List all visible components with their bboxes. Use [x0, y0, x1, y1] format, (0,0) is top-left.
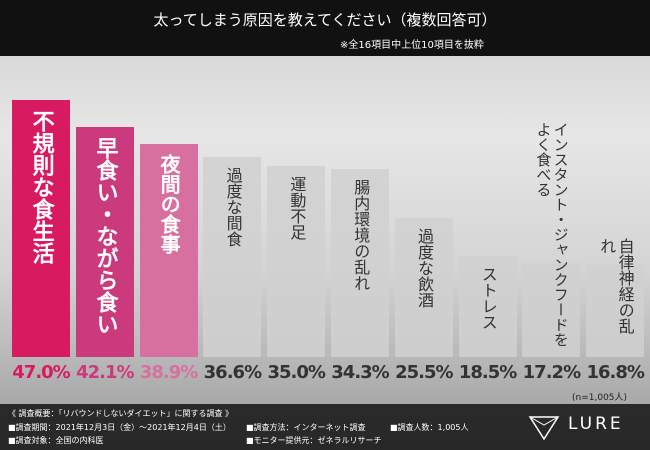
category-label: 不規則な食生活 — [28, 110, 54, 264]
logo: LURE — [568, 414, 624, 434]
value-label: 47.0% — [12, 362, 70, 383]
category-label: ストレス — [478, 265, 498, 330]
footer-item: ■調査人数：1,005人 — [390, 423, 469, 432]
bar — [267, 165, 326, 357]
value-label: 34.3% — [331, 362, 389, 383]
logo-icon — [528, 416, 560, 441]
bar — [12, 100, 70, 357]
footer-item: ■モニター提供元：ゼネラルリサーチ — [246, 436, 382, 445]
bar — [75, 126, 134, 357]
chart-subtitle: ※全16項目中上位10項目を抜粋 — [340, 40, 484, 51]
bar — [139, 144, 198, 357]
bar — [522, 262, 581, 357]
footer-heading: 《 調査概要：「リバウンドしないダイエット」に関する調査 》 — [8, 409, 234, 418]
category-label: 自律神経の乱れ — [597, 238, 635, 334]
value-label: 35.0% — [267, 362, 325, 383]
category-label: 腸内環境の乱れ — [351, 179, 371, 292]
note: (n=1,005人) — [572, 393, 628, 403]
footer-item: ■調査方法：インターネット調査 — [246, 423, 366, 432]
value-label: 18.5% — [458, 362, 517, 383]
footer-item: ■調査期間：2021年12月3日（金）～2021年12月4日（土） — [8, 423, 231, 432]
header-band — [0, 0, 650, 56]
value-label: 17.2% — [522, 362, 581, 383]
bar — [203, 156, 262, 357]
category-label: 過度な間食 — [223, 166, 243, 247]
footer — [0, 404, 650, 450]
footer-item: ■調査対象：全国の内科医 — [8, 436, 104, 445]
value-label: 36.6% — [203, 362, 262, 383]
bar — [458, 255, 517, 357]
bar — [394, 217, 453, 357]
category-label: 早食い・ながら食い — [92, 136, 118, 335]
value-label: 38.9% — [139, 362, 198, 383]
value-label: 42.1% — [76, 362, 134, 383]
chart-title: 太ってしまう原因を教えてください（複数回答可） — [153, 11, 497, 29]
value-label: 16.8% — [586, 362, 644, 383]
category-label: 過度な飲酒 — [415, 227, 434, 308]
bar — [586, 265, 645, 357]
category-label: インスタント・ジャンクフードをよく食べる — [534, 122, 570, 347]
category-label: 夜間の食事 — [157, 154, 182, 255]
category-label: 運動不足 — [287, 175, 307, 240]
value-label: 25.5% — [395, 362, 453, 383]
bar — [331, 169, 389, 357]
